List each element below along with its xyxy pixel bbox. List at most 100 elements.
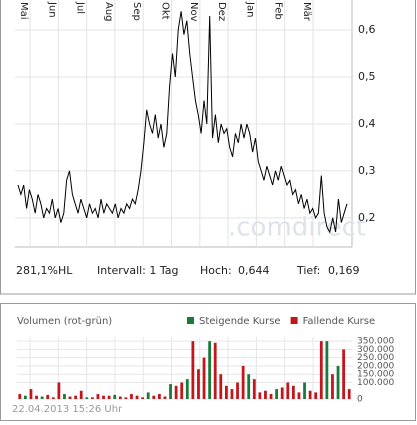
volume-bar <box>180 382 184 399</box>
volume-bar <box>219 374 223 399</box>
volume-bar <box>252 379 256 399</box>
volume-bar <box>297 392 301 399</box>
stat: Tief: <box>296 264 320 277</box>
y-tick-label: 250.000 <box>357 353 394 363</box>
volume-bar <box>319 341 323 399</box>
volume-bar <box>303 382 306 399</box>
volume-bar <box>57 382 61 399</box>
y-tick-label: 0,2 <box>358 211 376 224</box>
volume-bar <box>258 392 262 399</box>
volume-bar <box>331 374 334 399</box>
y-tick-label: 0,3 <box>358 164 376 177</box>
volume-bar <box>113 394 117 399</box>
volume-bar <box>141 397 145 399</box>
x-tick-label: Feb <box>273 2 284 20</box>
y-tick-label: 0 <box>357 395 363 405</box>
volume-bar <box>325 341 329 399</box>
volume-bar <box>79 390 83 399</box>
volume-bar <box>68 396 72 399</box>
y-tick-label: 0,6 <box>358 23 376 36</box>
x-tick-label: Jul <box>75 1 86 14</box>
volume-bar <box>213 342 217 399</box>
x-tick-label: Mai <box>18 2 29 20</box>
volume-title: Volumen (rot-grün) <box>17 316 112 327</box>
volume-bar <box>135 395 139 399</box>
volume-bar <box>169 384 172 399</box>
volume-bar <box>152 395 156 399</box>
volume-bar <box>236 382 239 399</box>
volume-bar <box>269 394 273 399</box>
volume-bar <box>63 394 66 399</box>
x-tick-label: Jun <box>46 1 57 18</box>
volume-bar <box>51 397 55 399</box>
x-tick-label: Nov <box>188 2 199 22</box>
price-line <box>17 11 348 234</box>
stat: 0,644 <box>238 264 270 277</box>
volume-bar <box>46 394 50 399</box>
volume-bar <box>174 385 178 399</box>
volume-bar <box>347 389 351 399</box>
volume-bar <box>336 365 340 399</box>
volume-bar <box>124 397 128 399</box>
y-tick-label: 150.000 <box>357 370 394 380</box>
timestamp: 22.04.2013 15:26 Uhr <box>12 404 123 415</box>
legend-label: Fallende Kurse <box>303 316 376 327</box>
volume-bar <box>107 395 111 399</box>
y-tick-label: 100.000 <box>357 378 394 388</box>
volume-bar <box>247 374 251 399</box>
y-tick-label: 300.000 <box>357 345 394 355</box>
volume-bar <box>40 396 44 399</box>
volume-bar <box>85 397 89 399</box>
volume-bar <box>286 382 290 399</box>
price-panel <box>0 0 416 295</box>
volume-bar <box>264 390 267 399</box>
stat: 0,169 <box>328 264 360 277</box>
volume-bar <box>208 341 212 399</box>
volume-bar <box>74 395 78 399</box>
volume-bar <box>241 365 245 399</box>
x-tick-label: Mär <box>301 2 312 22</box>
x-tick-label: Sep <box>131 2 142 21</box>
volume-bar <box>280 387 284 399</box>
stat: Intervall: 1 Tag <box>97 264 179 277</box>
volume-bar <box>185 379 189 399</box>
volume-bar <box>197 369 200 399</box>
volume-bar <box>29 389 33 399</box>
y-tick-label: 200.000 <box>357 361 394 371</box>
legend-swatch <box>187 317 194 324</box>
volume-bar <box>191 341 195 399</box>
x-tick-label: Jan <box>244 1 255 17</box>
volume-bar <box>90 397 94 399</box>
volume-bar <box>157 394 161 399</box>
volume-bar <box>146 392 150 399</box>
volume-bar <box>102 395 105 399</box>
volume-bar <box>291 385 295 399</box>
volume-bar <box>118 396 122 399</box>
stat: 281,1%HL <box>16 264 73 277</box>
legend-label: Steigende Kurse <box>199 316 281 327</box>
volume-bar <box>342 349 346 399</box>
volume-bar <box>23 395 27 399</box>
x-tick-label: Aug <box>103 2 114 22</box>
volume-bar <box>18 394 22 399</box>
volume-bar <box>202 357 206 399</box>
volume-bar <box>35 395 38 399</box>
x-tick-label: Dez <box>216 2 227 21</box>
legend-swatch <box>290 317 298 324</box>
x-tick-label: Okt <box>160 2 171 20</box>
volume-bar <box>224 385 228 399</box>
volume-bar <box>314 392 318 399</box>
volume-bar <box>96 394 100 399</box>
stat: Hoch: <box>200 264 232 277</box>
volume-bar <box>230 389 234 399</box>
y-tick-label: 0,4 <box>358 117 376 130</box>
y-tick-label: 350.000 <box>357 337 394 347</box>
volume-bar <box>308 390 312 399</box>
volume-bar <box>130 394 133 399</box>
watermark: .comdirect <box>228 213 366 243</box>
y-tick-label: 0,5 <box>358 70 376 83</box>
volume-panel <box>0 303 416 421</box>
volume-bar <box>163 396 167 399</box>
